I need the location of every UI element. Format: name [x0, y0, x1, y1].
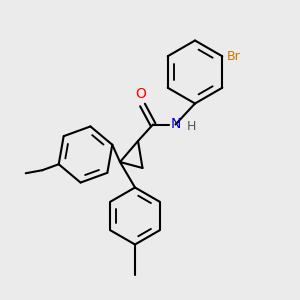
- Text: O: O: [136, 87, 146, 101]
- Text: N: N: [170, 118, 181, 131]
- Text: Br: Br: [227, 50, 241, 63]
- Text: H: H: [187, 119, 196, 133]
